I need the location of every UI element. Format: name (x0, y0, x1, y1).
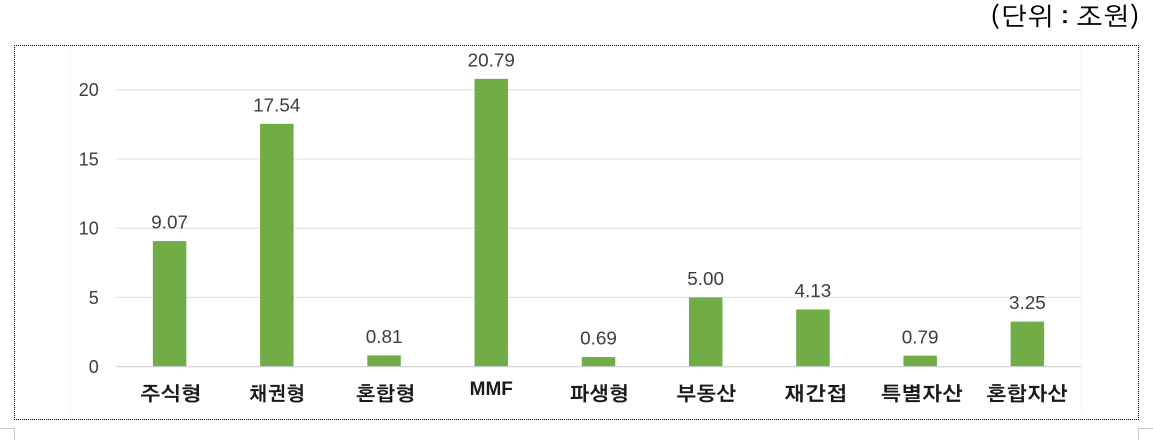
svg-text:20: 20 (79, 80, 99, 100)
svg-text:3.25: 3.25 (1009, 293, 1046, 314)
svg-text:10: 10 (79, 219, 99, 239)
svg-text:5: 5 (89, 288, 99, 308)
svg-text:5.00: 5.00 (687, 269, 724, 290)
svg-text:15: 15 (79, 149, 99, 169)
svg-text:0: 0 (89, 357, 99, 377)
svg-text:17.54: 17.54 (253, 95, 300, 116)
svg-text:20.79: 20.79 (468, 51, 515, 72)
svg-text:0.79: 0.79 (902, 327, 939, 348)
svg-text:0.81: 0.81 (366, 327, 403, 348)
svg-text:0.69: 0.69 (580, 329, 617, 350)
svg-text:MMF: MMF (470, 379, 513, 400)
svg-text:9.07: 9.07 (151, 213, 188, 234)
svg-text:4.13: 4.13 (795, 281, 832, 302)
